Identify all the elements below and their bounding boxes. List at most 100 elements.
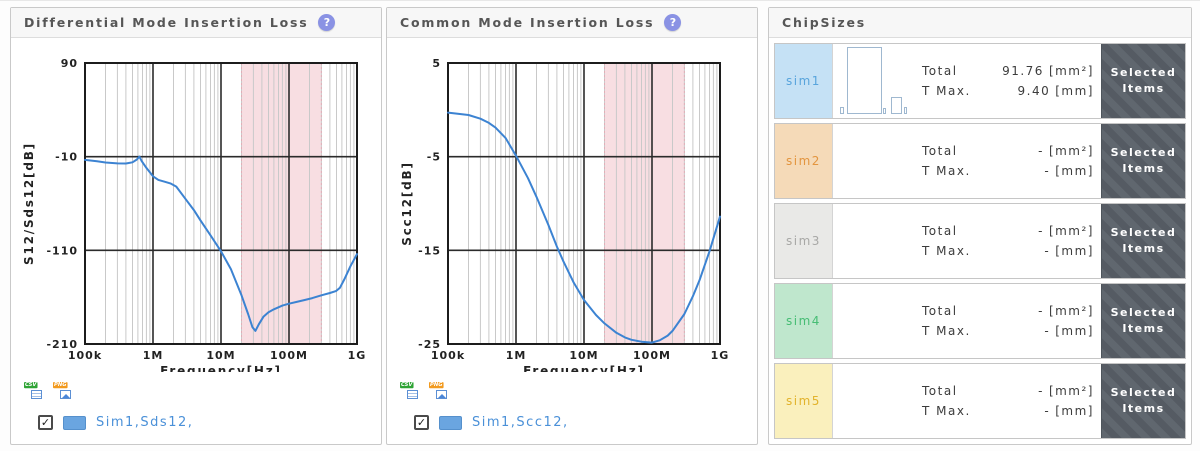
panel-common-insertion-loss: Common Mode Insertion Loss ? 100k 1M 10M 10… <box>386 7 758 445</box>
tmax-label: T Max. <box>922 244 971 258</box>
csv-export-icon[interactable]: CSV <box>400 382 418 399</box>
selected-items-line1: Selected <box>1110 66 1177 79</box>
selected-items-button[interactable]: Selected Items <box>1101 124 1185 198</box>
svg-text:S12/Sds12[dB]: S12/Sds12[dB] <box>22 142 36 265</box>
help-icon[interactable]: ? <box>664 14 682 31</box>
panel-title-common: Common Mode Insertion Loss <box>400 15 655 30</box>
chip-metrics: Total 91.76 [mm²] T Max. 9.40 [mm] <box>922 61 1094 101</box>
selected-items-button[interactable]: Selected Items <box>1101 44 1185 118</box>
selected-items-line1: Selected <box>1110 226 1177 239</box>
chip-row-content: Total 91.76 [mm²] T Max. 9.40 [mm] <box>833 44 1101 118</box>
panel-differential-insertion-loss: Differential Mode Insertion Loss ? 100k 1… <box>10 7 382 445</box>
tmax-value: - <box>1044 164 1051 178</box>
total-value-group: - [mm²] <box>1038 381 1094 401</box>
tmax-value: - <box>1044 404 1051 418</box>
tmax-value-group: - [mm] <box>1044 241 1094 261</box>
total-value: - <box>1038 224 1044 238</box>
help-icon[interactable]: ? <box>318 14 336 31</box>
panel-header-differential: Differential Mode Insertion Loss ? <box>11 8 381 38</box>
tmax-value: - <box>1044 324 1051 338</box>
svg-text:10M: 10M <box>569 349 598 362</box>
svg-text:5: 5 <box>432 57 441 70</box>
total-label: Total <box>922 224 958 238</box>
csv-export-icon[interactable]: CSV <box>24 382 42 399</box>
tmax-value-group: 9.40 [mm] <box>1018 81 1094 101</box>
total-value-group: - [mm²] <box>1038 221 1094 241</box>
png-sheet-glyph <box>60 390 71 399</box>
total-line: Total - [mm²] <box>922 301 1094 321</box>
legend-checkbox[interactable]: ✓ <box>38 415 53 430</box>
tmax-label: T Max. <box>922 84 971 98</box>
total-label: Total <box>922 144 958 158</box>
chip-metrics: Total - [mm²] T Max. - [mm] <box>922 221 1094 261</box>
svg-text:100k: 100k <box>68 349 102 362</box>
csv-sheet-glyph <box>407 390 418 399</box>
tmax-value: 9.40 <box>1017 84 1051 98</box>
sim-label: sim4 <box>775 284 833 358</box>
chipsize-row-list: sim1 Total 91.76 [mm²] T Max. 9.40 [mm] Se… <box>769 38 1191 444</box>
legend-color-swatch <box>439 415 462 430</box>
selected-items-line2: Items <box>1122 322 1165 335</box>
png-sheet-glyph <box>436 390 447 399</box>
total-value-group: - [mm²] <box>1038 301 1094 321</box>
svg-text:-10: -10 <box>55 151 78 164</box>
total-value: - <box>1038 384 1044 398</box>
svg-text:-210: -210 <box>46 338 78 351</box>
chipsize-row-sim2: sim2 Total - [mm²] T Max. - [mm] Selected … <box>774 123 1186 199</box>
tmax-value-group: - [mm] <box>1044 161 1094 181</box>
svg-text:1G: 1G <box>711 349 730 362</box>
mini-bar <box>840 107 844 114</box>
selected-items-line1: Selected <box>1110 306 1177 319</box>
legend-differential: ✓ Sim1,Sds12, <box>11 399 381 430</box>
selected-items-button[interactable]: Selected Items <box>1101 284 1185 358</box>
total-unit: [mm²] <box>1048 304 1094 318</box>
total-unit: [mm²] <box>1048 64 1094 78</box>
chip-row-content: Total - [mm²] T Max. - [mm] <box>833 364 1101 438</box>
svg-text:-5: -5 <box>427 151 441 164</box>
svg-text:90: 90 <box>61 57 78 70</box>
selected-items-button[interactable]: Selected Items <box>1101 204 1185 278</box>
total-value: - <box>1038 144 1044 158</box>
total-line: Total - [mm²] <box>922 381 1094 401</box>
tmax-unit: [mm] <box>1055 404 1094 418</box>
mini-bar <box>883 108 886 114</box>
png-export-icon[interactable]: PNG <box>53 382 71 399</box>
panel-title-differential: Differential Mode Insertion Loss <box>24 15 309 30</box>
legend-label: Sim1,Scc12, <box>472 415 569 430</box>
chipsize-row-sim1: sim1 Total 91.76 [mm²] T Max. 9.40 [mm] Se… <box>774 43 1186 119</box>
total-value: - <box>1038 304 1044 318</box>
tmax-unit: [mm] <box>1055 84 1094 98</box>
csv-badge: CSV <box>400 382 414 389</box>
svg-text:-110: -110 <box>46 244 78 257</box>
tmax-unit: [mm] <box>1055 324 1094 338</box>
svg-text:-25: -25 <box>418 338 441 351</box>
legend-color-swatch <box>63 415 86 430</box>
chip-outline-mini-chart <box>840 47 907 114</box>
png-export-icon[interactable]: PNG <box>429 382 447 399</box>
selected-items-line1: Selected <box>1110 146 1177 159</box>
total-unit: [mm²] <box>1048 384 1094 398</box>
tmax-line: T Max. - [mm] <box>922 241 1094 261</box>
svg-text:Frequency[Hz]: Frequency[Hz] <box>160 364 282 372</box>
panel-chipsizes: ChipSizes sim1 Total 91.76 [mm²] T Max. 9… <box>768 7 1192 445</box>
mini-bar <box>904 107 907 114</box>
selected-items-line2: Items <box>1122 242 1165 255</box>
selected-items-button[interactable]: Selected Items <box>1101 364 1185 438</box>
chip-metrics: Total - [mm²] T Max. - [mm] <box>922 301 1094 341</box>
selected-items-line2: Items <box>1122 162 1165 175</box>
total-unit: [mm²] <box>1048 144 1094 158</box>
csv-badge: CSV <box>24 382 38 389</box>
tmax-label: T Max. <box>922 404 971 418</box>
total-value-group: 91.76 [mm²] <box>1002 61 1094 81</box>
legend-checkbox[interactable]: ✓ <box>414 415 429 430</box>
png-badge: PNG <box>53 382 68 389</box>
total-label: Total <box>922 64 958 78</box>
svg-text:Frequency[Hz]: Frequency[Hz] <box>523 364 645 372</box>
selected-items-line2: Items <box>1122 402 1165 415</box>
tmax-line: T Max. - [mm] <box>922 401 1094 421</box>
chip-row-content: Total - [mm²] T Max. - [mm] <box>833 124 1101 198</box>
total-line: Total 91.76 [mm²] <box>922 61 1094 81</box>
total-value: 91.76 <box>1002 64 1044 78</box>
svg-text:1M: 1M <box>506 349 527 362</box>
